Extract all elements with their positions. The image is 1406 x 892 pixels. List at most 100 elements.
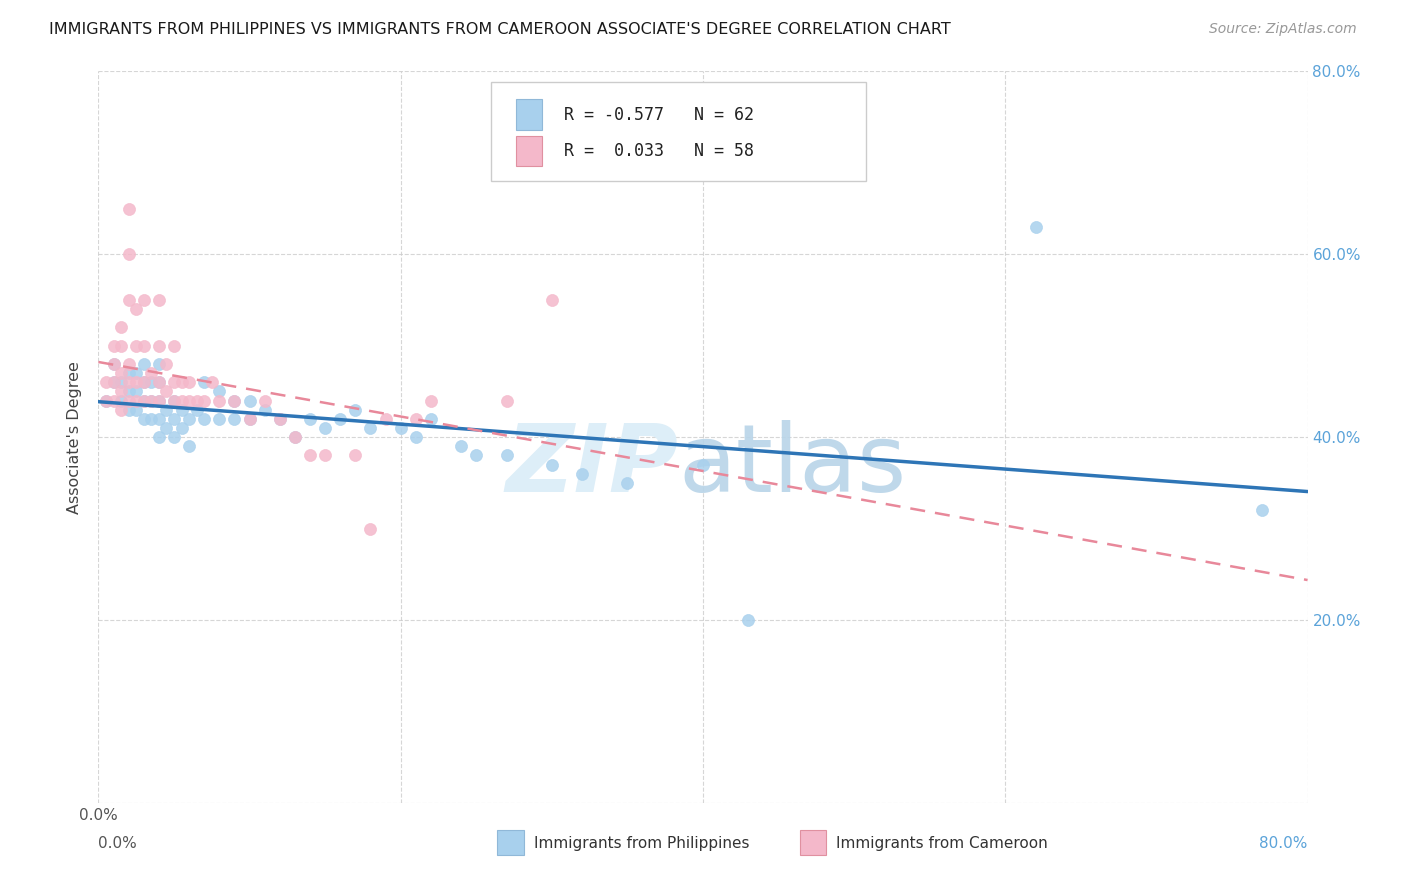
Point: [374, 412, 396, 426]
Point: [224, 393, 246, 408]
Point: [148, 393, 170, 408]
Point: [179, 412, 201, 426]
Point: [118, 402, 141, 417]
Point: [284, 430, 307, 444]
Point: [103, 357, 125, 371]
Point: [155, 402, 177, 417]
Text: Immigrants from Philippines: Immigrants from Philippines: [534, 836, 749, 851]
Point: [110, 393, 132, 408]
Point: [692, 458, 714, 472]
Point: [186, 402, 208, 417]
Point: [125, 402, 148, 417]
Point: [118, 293, 141, 307]
Point: [141, 366, 163, 380]
Point: [132, 412, 155, 426]
Point: [148, 375, 170, 389]
Point: [132, 393, 155, 408]
Text: atlas: atlas: [679, 420, 907, 512]
Point: [737, 613, 759, 627]
Point: [141, 375, 163, 389]
Point: [110, 320, 132, 334]
Point: [344, 448, 367, 462]
Point: [495, 393, 517, 408]
Point: [148, 357, 170, 371]
Point: [125, 384, 148, 399]
Point: [495, 448, 517, 462]
Point: [389, 421, 412, 435]
Point: [420, 412, 443, 426]
Point: [103, 338, 125, 352]
Point: [132, 338, 155, 352]
Point: [420, 393, 443, 408]
Point: [269, 412, 291, 426]
Point: [239, 393, 262, 408]
Point: [193, 393, 215, 408]
Point: [253, 393, 276, 408]
FancyBboxPatch shape: [516, 136, 543, 167]
Point: [193, 375, 215, 389]
Point: [132, 393, 155, 408]
Point: [201, 375, 224, 389]
Point: [125, 301, 148, 317]
Point: [360, 421, 382, 435]
Point: [155, 357, 177, 371]
Y-axis label: Associate's Degree: Associate's Degree: [67, 360, 83, 514]
Point: [239, 412, 262, 426]
Point: [141, 393, 163, 408]
Point: [94, 375, 117, 389]
Point: [110, 366, 132, 380]
Text: 80.0%: 80.0%: [1260, 836, 1308, 851]
Point: [148, 293, 170, 307]
Point: [125, 393, 148, 408]
Point: [405, 412, 427, 426]
Point: [360, 521, 382, 535]
Point: [616, 475, 638, 490]
Point: [141, 393, 163, 408]
Point: [141, 412, 163, 426]
Point: [94, 393, 117, 408]
Point: [103, 393, 125, 408]
Point: [571, 467, 593, 481]
FancyBboxPatch shape: [498, 830, 524, 855]
Text: 0.0%: 0.0%: [98, 836, 138, 851]
Point: [269, 412, 291, 426]
Point: [132, 375, 155, 389]
Point: [155, 421, 177, 435]
Point: [299, 412, 322, 426]
Point: [540, 293, 562, 307]
Text: Source: ZipAtlas.com: Source: ZipAtlas.com: [1209, 22, 1357, 37]
Point: [170, 402, 193, 417]
Point: [118, 202, 141, 216]
Point: [125, 338, 148, 352]
Point: [125, 366, 148, 380]
Point: [179, 375, 201, 389]
Point: [163, 375, 186, 389]
Point: [118, 375, 141, 389]
Point: [253, 402, 276, 417]
Point: [284, 430, 307, 444]
Point: [1024, 219, 1046, 234]
Point: [118, 393, 141, 408]
Point: [170, 393, 193, 408]
Point: [170, 421, 193, 435]
Point: [186, 393, 208, 408]
Point: [208, 412, 231, 426]
FancyBboxPatch shape: [516, 99, 543, 130]
Point: [118, 384, 141, 399]
Point: [148, 430, 170, 444]
Point: [148, 393, 170, 408]
Point: [155, 384, 177, 399]
Point: [179, 439, 201, 453]
Point: [450, 439, 472, 453]
Point: [179, 393, 201, 408]
Point: [110, 338, 132, 352]
Point: [148, 412, 170, 426]
Point: [193, 412, 215, 426]
Point: [163, 338, 186, 352]
Text: ZIP: ZIP: [506, 420, 679, 512]
Text: Immigrants from Cameroon: Immigrants from Cameroon: [837, 836, 1047, 851]
Point: [344, 402, 367, 417]
Point: [110, 375, 132, 389]
Point: [132, 293, 155, 307]
FancyBboxPatch shape: [800, 830, 827, 855]
